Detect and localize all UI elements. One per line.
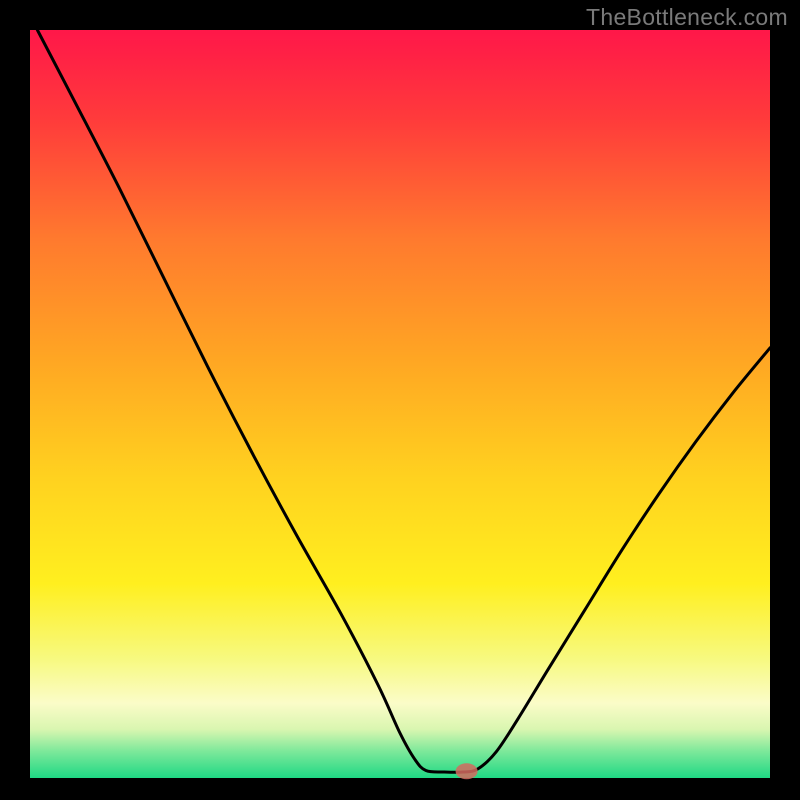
chart-container: TheBottleneck.com — [0, 0, 800, 800]
watermark-text: TheBottleneck.com — [586, 4, 788, 31]
bottleneck-curve — [37, 30, 770, 772]
optimum-marker — [456, 763, 478, 779]
plot-background — [30, 30, 770, 778]
chart-svg — [0, 0, 800, 800]
plot-frame — [0, 0, 800, 800]
